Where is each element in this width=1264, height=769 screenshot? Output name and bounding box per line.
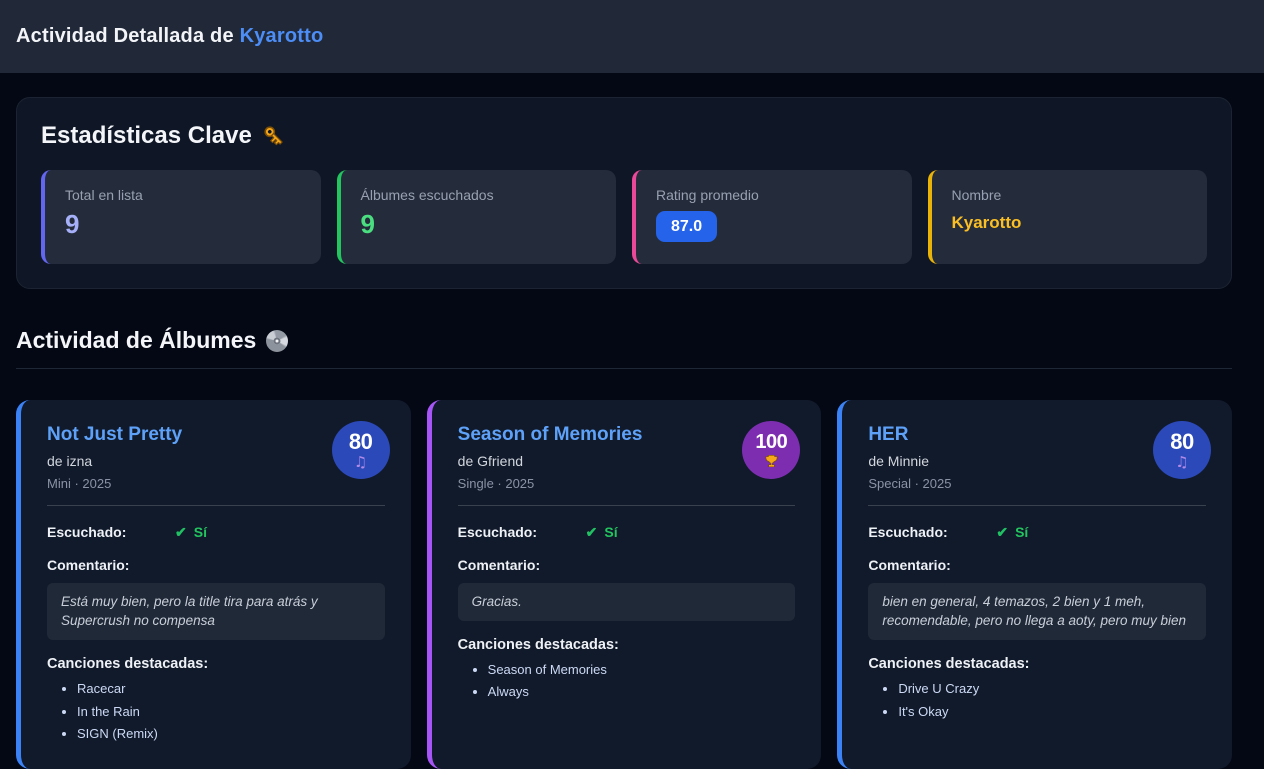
rating-badge: 80 bbox=[1152, 421, 1211, 479]
page-title: Actividad Detallada de Kyarotto bbox=[16, 25, 323, 48]
song-item: Racecar bbox=[77, 681, 385, 697]
stats-panel: Estadísticas Clave Total en lista 9 Álbu… bbox=[16, 97, 1232, 289]
song-item: Drive U Crazy bbox=[898, 681, 1206, 697]
stat-label: Rating promedio bbox=[656, 187, 759, 203]
rating-value: 80 bbox=[348, 428, 373, 454]
album-card-header: HER de Minnie Special · 2025 bbox=[868, 424, 1206, 491]
album-artist: de Minnie bbox=[868, 452, 930, 469]
comment-label: Comentario: bbox=[47, 556, 130, 573]
stat-card-total: Total en lista 9 bbox=[41, 170, 321, 264]
listened-value: Sí bbox=[175, 524, 207, 541]
song-item: Always bbox=[488, 684, 796, 700]
songs-label: Canciones destacadas: bbox=[457, 636, 619, 653]
listened-text: Sí bbox=[193, 523, 207, 540]
stats-heading-text: Estadísticas Clave bbox=[41, 122, 252, 149]
comment-label: Comentario: bbox=[868, 556, 951, 573]
albums-grid: Not Just Pretty de izna Mini · 2025 80 E… bbox=[16, 400, 1232, 769]
divider bbox=[457, 504, 796, 506]
username: Kyarotto bbox=[239, 25, 324, 47]
stat-label: Total en lista bbox=[65, 187, 143, 203]
song-item: SIGN (Remix) bbox=[77, 726, 385, 742]
main-content: Estadísticas Clave Total en lista 9 Álbu… bbox=[0, 97, 1264, 769]
music-notes-icon bbox=[1175, 455, 1188, 470]
rating-value: 80 bbox=[1170, 428, 1194, 454]
stat-value: Kyarotto bbox=[951, 213, 1022, 232]
comment-box: bien en general, 4 temazos, 2 bien y 1 m… bbox=[868, 582, 1206, 640]
album-title: HER bbox=[868, 424, 909, 445]
listened-value: Sí bbox=[996, 524, 1028, 541]
song-item: It's Okay bbox=[898, 704, 1206, 720]
album-artist: de izna bbox=[47, 452, 93, 469]
stat-label: Nombre bbox=[951, 187, 1002, 203]
album-artist: de Gfriend bbox=[457, 452, 524, 469]
song-item: Season of Memories bbox=[488, 662, 796, 678]
song-item: In the Rain bbox=[77, 704, 385, 720]
stat-card-listened: Álbumes escuchados 9 bbox=[336, 170, 616, 264]
rating-badge: 80 bbox=[331, 421, 390, 479]
comment-box: Está muy bien, pero la title tira para a… bbox=[47, 582, 385, 640]
album-title: Season of Memories bbox=[457, 424, 643, 445]
listened-text: Sí bbox=[604, 523, 618, 540]
listened-row: Escuchado: Sí bbox=[458, 524, 796, 541]
check-icon bbox=[175, 524, 187, 541]
rating-value: 100 bbox=[755, 430, 788, 453]
music-notes-icon bbox=[354, 455, 367, 470]
stat-value: 9 bbox=[65, 209, 80, 239]
stat-label: Álbumes escuchados bbox=[360, 187, 494, 203]
comment-box: Gracias. bbox=[457, 582, 796, 621]
album-card-header: Season of Memories de Gfriend Single · 2… bbox=[458, 424, 796, 491]
album-title: Not Just Pretty bbox=[47, 424, 183, 445]
listened-value: Sí bbox=[586, 523, 618, 541]
songs-label: Canciones destacadas: bbox=[868, 655, 1030, 672]
songs-list: Season of Memories Always bbox=[458, 662, 796, 700]
album-card: HER de Minnie Special · 2025 80 Escuchad… bbox=[837, 400, 1232, 769]
check-icon bbox=[586, 524, 598, 541]
album-card: Not Just Pretty de izna Mini · 2025 80 E… bbox=[16, 400, 411, 769]
songs-label: Canciones destacadas: bbox=[47, 655, 209, 672]
albums-section-heading: Actividad de Álbumes bbox=[16, 327, 1232, 369]
albums-heading-text: Actividad de Álbumes bbox=[16, 327, 257, 353]
key-icon bbox=[262, 124, 286, 148]
stats-grid: Total en lista 9 Álbumes escuchados 9 Ra… bbox=[41, 170, 1207, 264]
songs-list: Racecar In the Rain SIGN (Remix) bbox=[47, 681, 385, 742]
listened-row: Escuchado: Sí bbox=[868, 524, 1206, 541]
page-title-text: Actividad Detallada de bbox=[16, 25, 234, 47]
listened-row: Escuchado: Sí bbox=[47, 524, 385, 541]
album-card: Season of Memories de Gfriend Single · 2… bbox=[426, 400, 822, 769]
divider bbox=[868, 504, 1206, 506]
page-header: Actividad Detallada de Kyarotto bbox=[0, 0, 1264, 73]
rating-badge: 100 bbox=[742, 421, 801, 479]
listened-label: Escuchado: bbox=[457, 523, 538, 540]
stat-card-rating: Rating promedio 87.0 bbox=[632, 170, 912, 264]
rating-average-badge: 87.0 bbox=[656, 211, 718, 243]
album-card-header: Not Just Pretty de izna Mini · 2025 bbox=[47, 424, 385, 491]
stats-heading: Estadísticas Clave bbox=[41, 122, 1207, 150]
trophy-icon bbox=[764, 454, 779, 469]
album-meta: Special · 2025 bbox=[868, 475, 952, 491]
listened-label: Escuchado: bbox=[47, 523, 127, 540]
check-icon bbox=[996, 524, 1008, 541]
listened-label: Escuchado: bbox=[868, 523, 948, 540]
listened-text: Sí bbox=[1015, 523, 1029, 540]
stat-value: 9 bbox=[360, 209, 375, 239]
album-meta: Mini · 2025 bbox=[47, 475, 112, 491]
album-meta: Single · 2025 bbox=[457, 475, 535, 491]
cd-icon bbox=[266, 329, 289, 352]
divider bbox=[47, 504, 385, 506]
songs-list: Drive U Crazy It's Okay bbox=[868, 681, 1206, 719]
stat-card-name: Nombre Kyarotto bbox=[927, 170, 1207, 264]
comment-label: Comentario: bbox=[457, 556, 541, 573]
